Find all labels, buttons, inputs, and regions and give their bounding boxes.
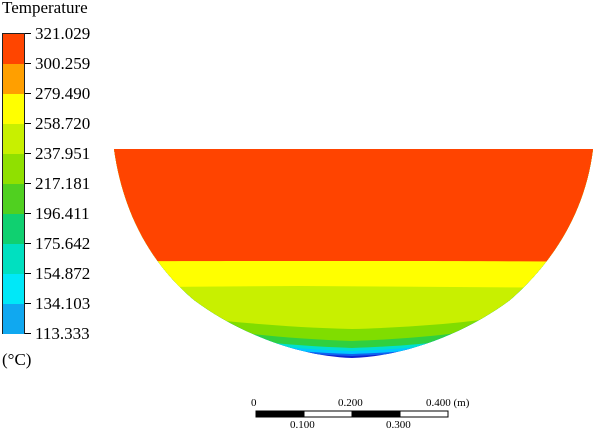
legend-tick-mark xyxy=(25,333,31,334)
band-hot xyxy=(114,149,593,261)
legend-value: 258.720 xyxy=(35,114,91,133)
legend-value: 237.951 xyxy=(35,144,91,163)
legend-tick-mark xyxy=(25,63,31,64)
legend-tick-mark xyxy=(25,273,31,274)
scale-label: 0.200 xyxy=(338,397,363,409)
temperature-field xyxy=(114,149,593,358)
color-band xyxy=(3,214,24,244)
legend-unit: (°C) xyxy=(2,350,32,369)
scale-label: 0.300 xyxy=(386,419,411,431)
color-band xyxy=(3,34,24,64)
legend-tick-mark xyxy=(25,183,31,184)
color-band xyxy=(3,184,24,214)
legend-value: 279.490 xyxy=(35,84,91,103)
legend-value: 175.642 xyxy=(35,234,91,253)
color-band xyxy=(3,154,24,184)
legend-value: 154.872 xyxy=(35,264,91,283)
legend-tick-mark xyxy=(25,243,31,244)
legend-tick-mark xyxy=(25,93,31,94)
legend-tick-mark xyxy=(25,213,31,214)
color-band xyxy=(3,274,24,304)
scale-bar xyxy=(255,410,449,418)
legend-value: 321.029 xyxy=(35,24,91,43)
legend-value: 134.103 xyxy=(35,294,91,313)
legend-value: 217.181 xyxy=(35,174,91,193)
color-band xyxy=(3,124,24,154)
scale-label: 0.400 (m) xyxy=(426,397,470,409)
color-band xyxy=(3,94,24,124)
legend-tick-mark xyxy=(25,153,31,154)
color-band xyxy=(3,64,24,94)
legend-tick-mark xyxy=(25,303,31,304)
color-band xyxy=(3,304,24,334)
color-band xyxy=(3,244,24,274)
legend-value: 113.333 xyxy=(35,324,90,343)
legend-value: 196.411 xyxy=(35,204,90,223)
legend-value: 300.259 xyxy=(35,54,91,73)
legend-tick-mark xyxy=(25,123,31,124)
color-bar xyxy=(2,33,25,334)
scale-label: 0.100 xyxy=(290,419,315,431)
scale-label: 0 xyxy=(251,397,257,409)
legend-title: Temperature xyxy=(2,0,88,17)
legend-tick-mark xyxy=(25,33,31,34)
